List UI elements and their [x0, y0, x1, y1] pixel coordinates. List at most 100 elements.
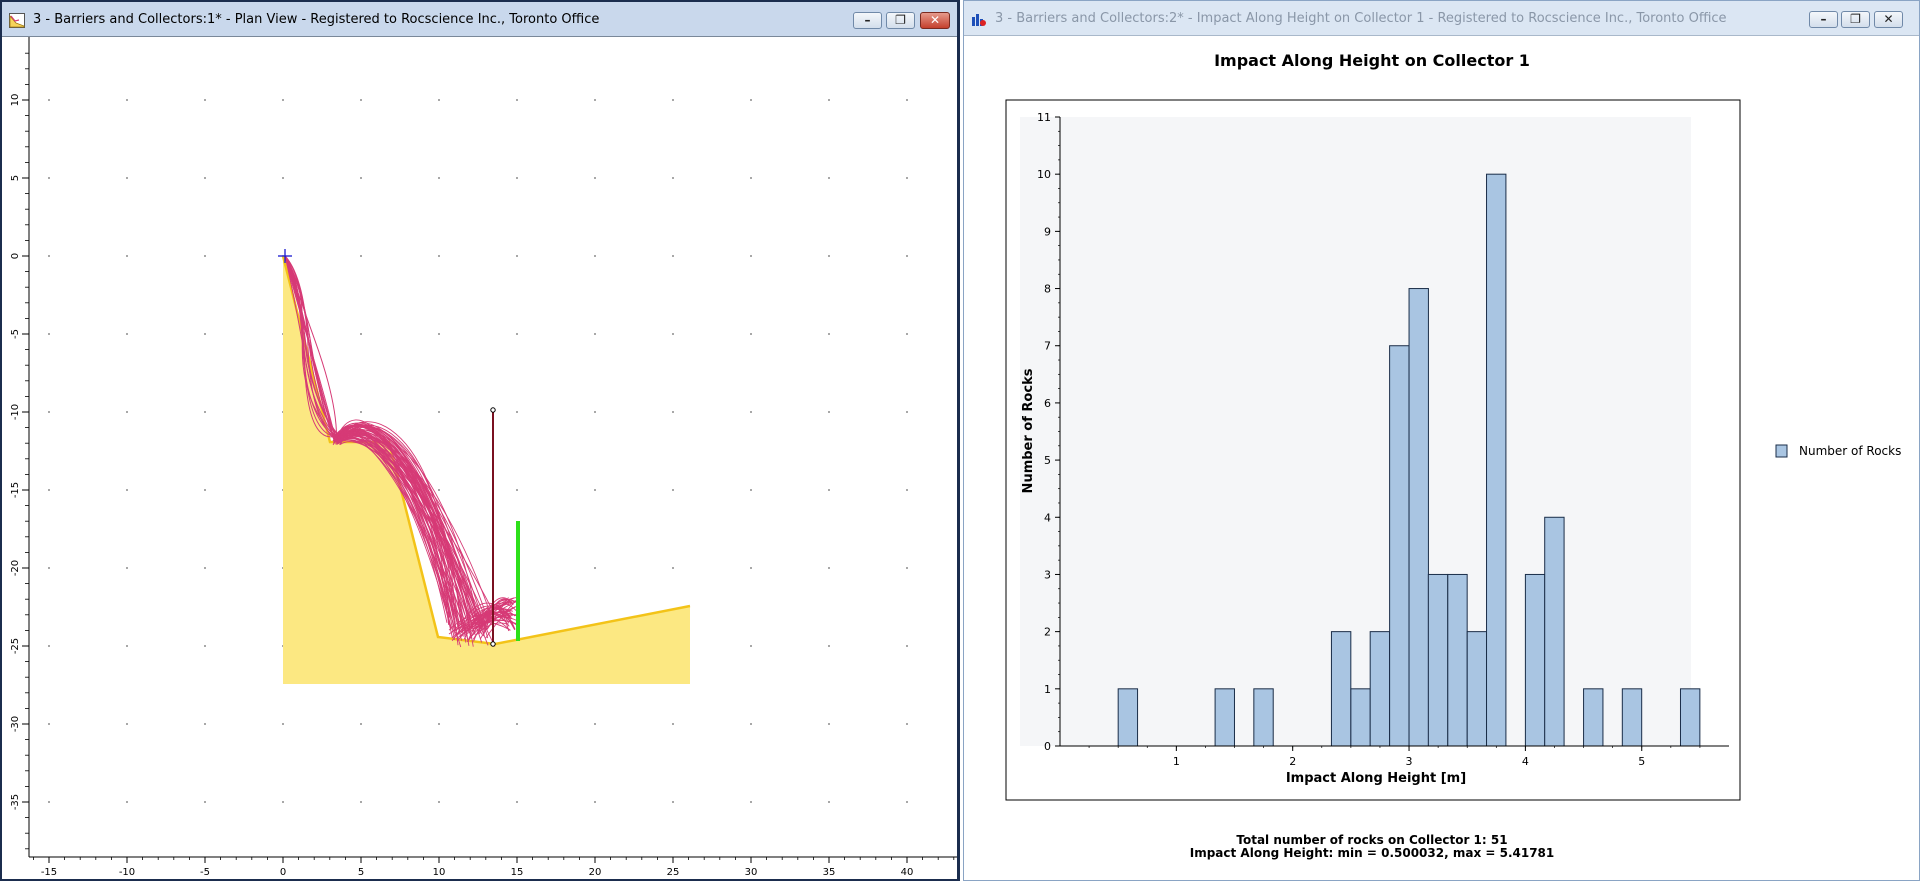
close-button[interactable]: ✕	[920, 12, 950, 29]
rock-path	[451, 614, 518, 642]
x-ruler-label: 40	[901, 867, 914, 878]
barrier-bottom-vertex[interactable]	[490, 641, 496, 647]
grid-dot	[204, 255, 206, 257]
rock-path	[340, 424, 481, 623]
maximize-button[interactable]: ❐	[886, 12, 915, 29]
x-ruler-label: 15	[511, 867, 524, 878]
grid-dot	[906, 645, 908, 647]
histogram-bar	[1466, 631, 1488, 747]
y-tick-label: 9	[1044, 225, 1051, 238]
grid-dot	[438, 801, 440, 803]
grid-dot	[48, 99, 50, 101]
y-tick-label: 8	[1044, 283, 1051, 296]
grid-dot	[906, 723, 908, 725]
y-ruler-label: -25	[10, 638, 21, 654]
grid-dot	[204, 801, 206, 803]
plan-view-app-icon	[9, 13, 25, 28]
y-ruler-label: -15	[10, 482, 21, 498]
y-ruler-label: 5	[10, 175, 21, 181]
x-ruler-label: 30	[745, 867, 758, 878]
grid-dot	[48, 255, 50, 257]
grid-dot	[516, 255, 518, 257]
grid-dot	[672, 255, 674, 257]
grid-dot	[126, 411, 128, 413]
slope-profile[interactable]	[281, 255, 691, 646]
restore-icon: ❐	[1850, 12, 1861, 26]
grid-dot	[594, 333, 596, 335]
plan-view-window[interactable]: 3 - Barriers and Collectors:1* - Plan Vi…	[0, 0, 960, 881]
grid-dot	[750, 567, 752, 569]
grid-dot	[48, 801, 50, 803]
rock-path	[284, 255, 339, 440]
histogram-window[interactable]: 3 - Barriers and Collectors:2* - Impact …	[963, 0, 1920, 881]
y-ruler-label: 10	[10, 94, 21, 107]
x-tick-label: 2	[1289, 755, 1296, 768]
grid-dot	[828, 177, 830, 179]
grid-dot	[360, 177, 362, 179]
grid-dots	[48, 99, 908, 803]
grid-dot	[828, 99, 830, 101]
maximize-button[interactable]: ❐	[1841, 11, 1870, 28]
y-tick-label: 4	[1044, 511, 1051, 524]
grid-dot	[438, 333, 440, 335]
grid-dot	[828, 567, 830, 569]
grid-dot	[126, 801, 128, 803]
grid-dot	[126, 645, 128, 647]
grid-dot	[594, 801, 596, 803]
grid-dot	[594, 99, 596, 101]
grid-dot	[672, 489, 674, 491]
grid-dot	[48, 489, 50, 491]
y-ruler: 10 5 0 -5 -10 -15 -20 -25 -30 -35	[10, 52, 29, 850]
histogram-bar	[1447, 573, 1468, 747]
histogram-titlebar[interactable]: 3 - Barriers and Collectors:2* - Impact …	[964, 1, 1919, 35]
grid-dot	[672, 177, 674, 179]
collector-total-text: Total number of rocks on Collector 1: 51	[1236, 833, 1507, 847]
legend-label: Number of Rocks	[1799, 444, 1901, 458]
rock-path	[337, 431, 459, 629]
grid-dot	[828, 333, 830, 335]
y-tick-label: 6	[1044, 397, 1051, 410]
grid-dot	[48, 177, 50, 179]
grid-dot	[516, 489, 518, 491]
grid-dot	[204, 411, 206, 413]
y-tick-label: 7	[1044, 340, 1051, 353]
plan-view-drawing[interactable]: 10 5 0 -5 -10 -15 -20 -25 -30 -35 -15 -10 -5 0 5 10 15 2…	[2, 37, 957, 880]
rock-path	[284, 255, 336, 441]
y-ruler-label: -5	[10, 329, 21, 339]
grid-dot	[204, 567, 206, 569]
rock-seeder-icon[interactable]	[278, 249, 292, 263]
y-ruler-label: 0	[10, 253, 21, 259]
grid-dot	[282, 99, 284, 101]
barrier-top-vertex[interactable]	[490, 407, 496, 413]
grid-dot	[516, 333, 518, 335]
grid-dot	[672, 801, 674, 803]
rock-path	[337, 434, 467, 643]
grid-dot	[750, 177, 752, 179]
grid-dot	[516, 723, 518, 725]
histogram-bar	[1679, 688, 1701, 747]
grid-dot	[360, 411, 362, 413]
y-axis-ticks: 0 1 2 3 4 5 6 7 8 9 10 11	[1037, 111, 1060, 753]
rock-path	[482, 611, 510, 637]
x-ruler-label: 10	[433, 867, 446, 878]
grid-dot	[906, 255, 908, 257]
plan-view-canvas[interactable]: 10 5 0 -5 -10 -15 -20 -25 -30 -35 -15 -10 -5 0 5 10 15 2…	[2, 36, 957, 879]
close-button[interactable]: ✕	[1874, 11, 1903, 28]
rock-path	[468, 607, 516, 631]
histogram-chart: Impact Along Height on Collector 1 0 1 2 3 4…	[1005, 51, 1901, 860]
plan-view-title: 3 - Barriers and Collectors:1* - Plan Vi…	[33, 12, 600, 27]
grid-dot	[438, 723, 440, 725]
grid-dot	[360, 333, 362, 335]
x-axis-label: Impact Along Height [m]	[1286, 771, 1466, 786]
rock-path	[332, 424, 470, 628]
plan-view-titlebar[interactable]: 3 - Barriers and Collectors:1* - Plan Vi…	[2, 2, 957, 36]
grid-dot	[828, 801, 830, 803]
grid-dot	[594, 723, 596, 725]
grid-dot	[48, 645, 50, 647]
minimize-button[interactable]: –	[1809, 11, 1838, 28]
y-ruler-label: -30	[10, 716, 21, 732]
minimize-button[interactable]: –	[853, 12, 882, 29]
grid-dot	[594, 489, 596, 491]
histogram-title: 3 - Barriers and Collectors:2* - Impact …	[995, 11, 1727, 26]
rock-path	[453, 600, 516, 632]
